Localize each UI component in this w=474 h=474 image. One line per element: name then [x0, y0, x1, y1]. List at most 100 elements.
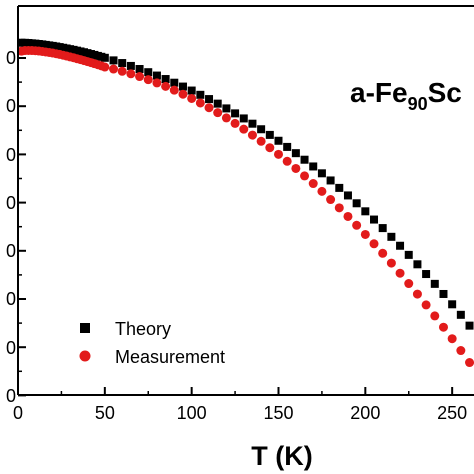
measurement-point [430, 311, 440, 321]
measurement-point [395, 268, 405, 278]
measurement-point [117, 66, 127, 76]
measurement-point [360, 229, 370, 239]
theory-point [135, 65, 144, 74]
measurement-point [352, 220, 362, 230]
measurement-point [161, 81, 171, 91]
x-tick-label: 50 [95, 403, 115, 423]
theory-point [387, 232, 396, 241]
measurement-point [100, 62, 110, 72]
annotation-suffix: Sc [428, 77, 462, 108]
theory-point [257, 125, 266, 134]
theory-point [248, 119, 257, 128]
measurement-point [109, 64, 119, 74]
x-axis-title: T (K) [251, 441, 312, 471]
measurement-point [273, 149, 283, 159]
theory-point [178, 82, 187, 91]
y-tick-label-stub: 0 [6, 145, 16, 165]
y-tick-label-stub: 0 [6, 48, 16, 68]
theory-point [439, 289, 448, 298]
measurement-point [213, 108, 223, 118]
measurement-point [465, 358, 474, 368]
theory-point [396, 241, 405, 250]
theory-point [309, 162, 318, 171]
measurement-point [195, 98, 205, 108]
y-tick-label-stub: 0 [6, 193, 16, 213]
theory-point [291, 149, 300, 158]
measurement-point [386, 258, 396, 268]
theory-point [161, 75, 170, 84]
theory-point [430, 279, 439, 288]
measurement-point [204, 103, 214, 113]
measurement-point [378, 248, 388, 258]
theory-point [109, 56, 118, 65]
measurement-point [143, 75, 153, 85]
measurement-point [456, 346, 466, 356]
sample-annotation: a-Fe90Sc [350, 77, 462, 114]
measurement-point [265, 143, 275, 153]
tick-marks [17, 57, 454, 397]
measurement-point [326, 195, 336, 205]
y-tick-label-stub: 0 [6, 386, 16, 406]
measurement-point [308, 179, 318, 189]
theory-point [144, 68, 153, 77]
measurement-point [135, 72, 145, 82]
theory-point [100, 53, 109, 62]
measurement-point [291, 163, 301, 173]
measurement-point [230, 118, 240, 128]
x-tick-labels: 0 50 100 150 200 250 [13, 403, 467, 423]
legend-label-theory: Theory [115, 319, 171, 339]
measurement-point [317, 186, 327, 196]
theory-point [448, 300, 457, 309]
theory-point [317, 169, 326, 178]
theory-point [413, 260, 422, 269]
measurement-point [221, 113, 231, 123]
y-tick-label-stub: 0 [6, 96, 16, 116]
theory-point [283, 142, 292, 151]
measurement-point [152, 78, 162, 88]
x-tick-label: 250 [437, 403, 467, 423]
measurement-point [178, 89, 188, 99]
x-tick-label: 150 [263, 403, 293, 423]
measurement-point [256, 136, 266, 146]
annotation-subscript: 90 [408, 94, 428, 114]
x-tick-label: 0 [13, 403, 23, 423]
measurement-point [343, 211, 353, 221]
theory-point [152, 71, 161, 80]
measurement-point [187, 93, 197, 103]
y-tick-label-stub: 0 [6, 241, 16, 261]
measurement-point [334, 203, 344, 213]
y-tick-label-stubs: 0 0 0 0 0 0 0 0 [6, 48, 16, 406]
measurement-point [447, 334, 457, 344]
theory-point [265, 130, 274, 139]
measurement-point [282, 156, 292, 166]
theory-point [361, 207, 370, 216]
measurement-point [300, 171, 310, 181]
measurement-point [421, 300, 431, 310]
theory-point [422, 270, 431, 279]
theory-point [126, 61, 135, 70]
theory-point [465, 321, 474, 330]
theory-point [118, 59, 127, 68]
annotation-prefix: a-Fe [350, 77, 408, 108]
theory-point [370, 215, 379, 224]
x-tick-label: 100 [177, 403, 207, 423]
theory-point [222, 104, 231, 113]
theory-point [187, 86, 196, 95]
measurement-point [169, 85, 179, 95]
theory-point [239, 114, 248, 123]
legend-label-measurement: Measurement [115, 347, 225, 367]
theory-point [274, 136, 283, 145]
theory-point [205, 95, 214, 104]
legend-marker-measurement [79, 350, 91, 362]
theory-point [213, 99, 222, 108]
theory-point [196, 90, 205, 99]
theory-point [352, 199, 361, 208]
y-tick-label-stub: 0 [6, 338, 16, 358]
measurement-point [412, 289, 422, 299]
theory-point [231, 109, 240, 118]
measurement-point [239, 124, 249, 134]
theory-point [343, 191, 352, 200]
legend-marker-theory [80, 323, 90, 333]
theory-point [378, 224, 387, 233]
